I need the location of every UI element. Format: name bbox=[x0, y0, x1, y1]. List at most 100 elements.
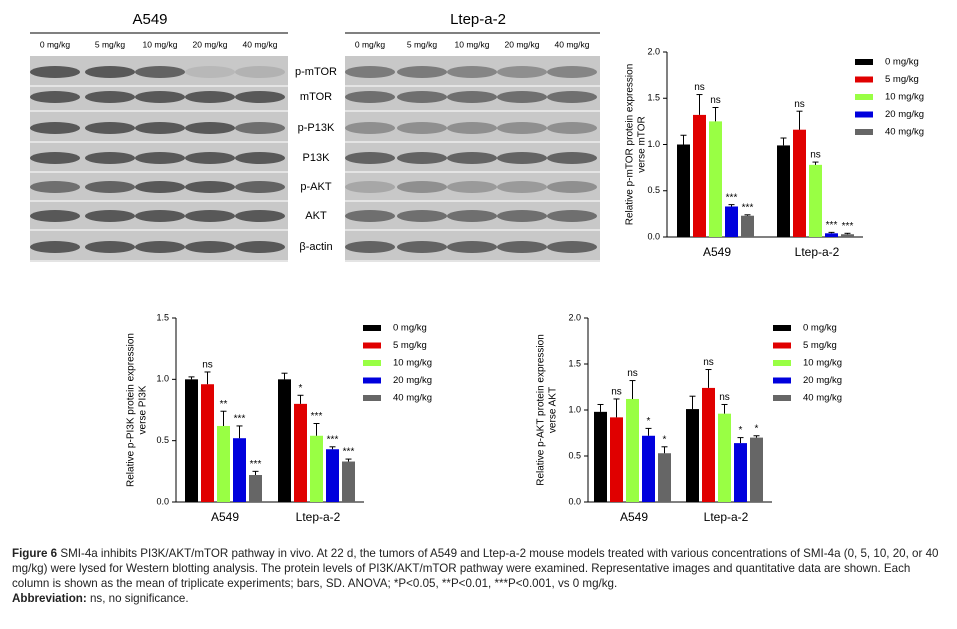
legend-swatch bbox=[773, 342, 791, 349]
error-bar bbox=[689, 395, 696, 410]
legend-swatch bbox=[363, 360, 381, 366]
blot-band bbox=[85, 122, 135, 134]
error-bar bbox=[696, 94, 703, 115]
blot-band bbox=[185, 181, 235, 193]
error-bar bbox=[204, 371, 211, 385]
legend-label: 20 mg/kg bbox=[803, 375, 842, 386]
y-tick-label: 0.5 bbox=[568, 450, 581, 460]
blot-band bbox=[447, 122, 497, 134]
y-tick-label: 2.0 bbox=[568, 312, 581, 322]
bar bbox=[793, 129, 806, 237]
blot-band bbox=[547, 66, 597, 78]
error-bar bbox=[796, 110, 803, 130]
bar bbox=[734, 443, 747, 502]
blot-band bbox=[135, 91, 185, 103]
legend-swatch bbox=[363, 325, 381, 331]
y-axis-label: verse AKT bbox=[548, 387, 559, 433]
blot-band bbox=[345, 66, 395, 78]
legend-label: 10 mg/kg bbox=[885, 92, 924, 103]
blot-band bbox=[497, 241, 547, 253]
error-bar bbox=[236, 425, 243, 439]
y-tick-label: 1.0 bbox=[568, 404, 581, 414]
blot-band bbox=[135, 66, 185, 78]
blot-band bbox=[547, 210, 597, 222]
y-tick-label: 1.5 bbox=[568, 358, 581, 368]
x-tick-label: A549 bbox=[620, 510, 648, 524]
error-bar bbox=[220, 410, 227, 426]
bar bbox=[658, 453, 671, 502]
legend-swatch bbox=[855, 76, 873, 83]
legend-label: 20 mg/kg bbox=[393, 375, 432, 386]
error-bar bbox=[721, 403, 728, 414]
bar bbox=[278, 379, 291, 502]
error-bar bbox=[828, 231, 835, 234]
bar bbox=[326, 449, 339, 502]
blot-band bbox=[397, 66, 447, 78]
protein-label: P13K bbox=[303, 152, 331, 164]
blot-band bbox=[497, 152, 547, 164]
blot-band bbox=[30, 91, 80, 103]
caption: Figure 6 SMI-4a inhibits PI3K/AKT/mTOR p… bbox=[12, 546, 947, 606]
legend-label: 40 mg/kg bbox=[803, 393, 842, 404]
lane-label: 10 mg/kg bbox=[455, 39, 490, 49]
lane-label: 20 mg/kg bbox=[505, 39, 540, 49]
lane-label: 40 mg/kg bbox=[555, 39, 590, 49]
blot-band bbox=[497, 91, 547, 103]
error-bar bbox=[844, 232, 851, 235]
significance-label: *** bbox=[826, 220, 838, 231]
bar bbox=[709, 121, 722, 237]
abbrev-label: Abbreviation: bbox=[12, 592, 87, 605]
lane-label: 20 mg/kg bbox=[193, 39, 228, 49]
x-tick-label: Ltep-a-2 bbox=[296, 510, 341, 524]
y-tick-label: 0.0 bbox=[568, 496, 581, 506]
error-bar bbox=[313, 422, 320, 436]
legend-label: 10 mg/kg bbox=[803, 358, 842, 369]
lane-label: 10 mg/kg bbox=[143, 39, 178, 49]
y-tick-label: 1.5 bbox=[156, 312, 169, 322]
blot-band bbox=[85, 241, 135, 253]
legend-label: 5 mg/kg bbox=[885, 74, 919, 85]
blot-band bbox=[135, 241, 185, 253]
figure-graphics: A549 0 mg/kg 5 mg/kg 10 mg/kg 20 mg/kg 40 mg/… bbox=[30, 11, 924, 524]
blot-band bbox=[447, 210, 497, 222]
blot-band bbox=[135, 181, 185, 193]
bar bbox=[249, 475, 262, 502]
blot-band bbox=[497, 210, 547, 222]
legend-swatch bbox=[855, 94, 873, 100]
significance-label: *** bbox=[343, 447, 355, 458]
y-tick-label: 0.0 bbox=[156, 496, 169, 506]
blot-band bbox=[345, 241, 395, 253]
significance-label: ** bbox=[220, 399, 228, 410]
y-tick-label: 0.5 bbox=[647, 185, 660, 195]
legend-swatch bbox=[363, 377, 381, 384]
blot-band bbox=[345, 152, 395, 164]
y-axis-label: Relative p-mTOR protein expression bbox=[625, 64, 636, 226]
bar bbox=[741, 215, 754, 237]
bar bbox=[594, 411, 607, 502]
blot-title: A549 bbox=[132, 11, 167, 28]
caption-main: Figure 6 SMI-4a inhibits PI3K/AKT/mTOR p… bbox=[12, 546, 947, 591]
error-bar bbox=[281, 372, 288, 380]
error-bar bbox=[613, 398, 620, 418]
error-bar bbox=[345, 458, 352, 462]
bar bbox=[217, 425, 230, 502]
blot-band bbox=[447, 91, 497, 103]
blot-band bbox=[30, 122, 80, 134]
bar bbox=[841, 234, 854, 237]
blot-band bbox=[447, 181, 497, 193]
blot-band bbox=[397, 152, 447, 164]
blot-band bbox=[85, 66, 135, 78]
blot-band bbox=[547, 91, 597, 103]
blot-band bbox=[447, 241, 497, 253]
bar bbox=[718, 413, 731, 502]
bar bbox=[233, 438, 246, 502]
abbrev-text: ns, no significance. bbox=[89, 592, 189, 605]
legend-swatch bbox=[773, 395, 791, 401]
bar bbox=[201, 384, 214, 502]
blot-title: Ltep-a-2 bbox=[450, 11, 506, 28]
legend-swatch bbox=[363, 395, 381, 401]
blot-band bbox=[235, 152, 285, 164]
blot-band bbox=[235, 181, 285, 193]
blot-band bbox=[397, 181, 447, 193]
